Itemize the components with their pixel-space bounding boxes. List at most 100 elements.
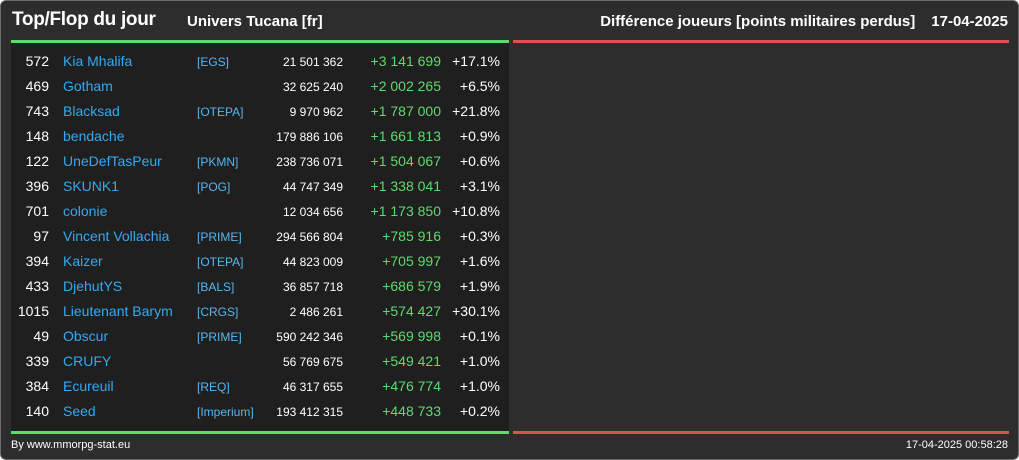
player-name-link[interactable]: Lieutenant Barym (63, 303, 173, 319)
bottom-bar-indicator (11, 431, 509, 434)
top-panel: 572 Kia Mhalifa [EGS] 21 501 362 +3 141 699 +… (11, 40, 509, 434)
player-name-link[interactable]: Kia Mhalifa (63, 53, 133, 69)
top-player-list: 572 Kia Mhalifa [EGS] 21 501 362 +3 141 699 +… (11, 50, 509, 425)
alliance-tag-link[interactable]: [POG] (197, 180, 231, 194)
percent-change: +1.0% (459, 378, 500, 394)
player-row: 140 Seed [Imperium] 193 412 315 +448 733 +0.2… (11, 400, 509, 425)
player-points: 2 486 261 (289, 305, 343, 319)
player-name-link[interactable]: colonie (63, 203, 108, 219)
player-points: 179 886 106 (276, 130, 343, 144)
player-rank: 394 (25, 253, 49, 269)
points-difference: +574 427 (382, 303, 441, 319)
player-name-link[interactable]: Obscur (63, 328, 109, 344)
percent-change: +0.9% (459, 128, 500, 144)
player-points: 56 769 675 (282, 355, 343, 369)
player-rank: 140 (25, 403, 49, 419)
player-name-link[interactable]: Ecureuil (63, 378, 114, 394)
alliance-tag-link[interactable]: [OTEPA] (197, 105, 244, 119)
alliance-tag-link[interactable]: [CRGS] (197, 305, 239, 319)
player-name-link[interactable]: Blacksad (63, 103, 120, 119)
points-difference: +1 338 041 (370, 178, 441, 194)
player-name-link[interactable]: bendache (63, 128, 125, 144)
percent-change: +0.1% (459, 328, 500, 344)
player-name-link[interactable]: Seed (63, 403, 96, 419)
alliance-tag-link[interactable]: [PRIME] (197, 230, 242, 244)
alliance-tag-link[interactable]: [OTEPA] (197, 255, 244, 269)
player-rank: 396 (25, 178, 49, 194)
alliance-tag-link[interactable]: [PKMN] (197, 155, 239, 169)
player-row: 469 Gotham 32 625 240 +2 002 265 +6.5% (11, 75, 509, 100)
top-bar-indicator (11, 40, 509, 43)
alliance-tag-link[interactable]: [BALS] (197, 280, 235, 294)
player-points: 590 242 346 (276, 330, 343, 344)
player-rank: 384 (25, 378, 49, 394)
player-row: 97 Vincent Vollachia [PRIME] 294 566 804 +78… (11, 225, 509, 250)
player-row: 394 Kaizer [OTEPA] 44 823 009 +705 997 +1.6% (11, 250, 509, 275)
alliance-tag-link[interactable]: [EGS] (197, 55, 230, 69)
player-points: 21 501 362 (282, 55, 343, 69)
points-difference: +1 787 000 (370, 103, 441, 119)
percent-change: +3.1% (459, 178, 500, 194)
player-points: 44 747 349 (282, 180, 343, 194)
points-difference: +569 998 (382, 328, 441, 344)
player-rank: 433 (25, 278, 49, 294)
player-points: 44 823 009 (282, 255, 343, 269)
header-date: 17-04-2025 (931, 13, 1008, 30)
player-rank: 122 (25, 153, 49, 169)
player-row: 433 DjehutYS [BALS] 36 857 718 +686 579 +1.9% (11, 275, 509, 300)
player-points: 12 034 656 (282, 205, 343, 219)
points-difference: +476 774 (382, 378, 441, 394)
percent-change: +1.0% (459, 353, 500, 369)
page-title: Top/Flop du jour (12, 9, 156, 30)
alliance-tag-link[interactable]: [Imperium] (197, 405, 254, 419)
player-rank: 97 (33, 228, 49, 244)
percent-change: +0.2% (459, 403, 500, 419)
flop-top-bar-indicator (513, 40, 1009, 43)
points-difference: +686 579 (382, 278, 441, 294)
points-difference: +785 916 (382, 228, 441, 244)
percent-change: +0.6% (459, 153, 500, 169)
flop-panel (513, 40, 1009, 434)
player-row: 122 UneDefTasPeur [PKMN] 238 736 071 +1 504 … (11, 150, 509, 175)
alliance-tag-link[interactable]: [REQ] (197, 380, 230, 394)
footer-credit[interactable]: By www.mmorpg-stat.eu (11, 439, 131, 451)
player-name-link[interactable]: CRUFY (63, 353, 112, 369)
points-difference: +1 661 813 (370, 128, 441, 144)
player-name-link[interactable]: UneDefTasPeur (63, 153, 162, 169)
player-row: 384 Ecureuil [REQ] 46 317 655 +476 774 +1.0% (11, 375, 509, 400)
player-row: 1015 Lieutenant Barym [CRGS] 2 486 261 +574 … (11, 300, 509, 325)
player-row: 743 Blacksad [OTEPA] 9 970 962 +1 787 000 +21… (11, 100, 509, 125)
player-name-link[interactable]: Vincent Vollachia (63, 228, 170, 244)
player-name-link[interactable]: SKUNK1 (63, 178, 120, 194)
player-row: 396 SKUNK1 [POG] 44 747 349 +1 338 041 +3.1% (11, 175, 509, 200)
alliance-tag-link[interactable]: [PRIME] (197, 330, 242, 344)
player-row: 148 bendache 179 886 106 +1 661 813 +0.9% (11, 125, 509, 150)
player-rank: 1015 (17, 303, 49, 319)
metric-label: Différence joueurs [points militaires pe… (600, 13, 916, 30)
player-rank: 572 (25, 53, 49, 69)
player-name-link[interactable]: DjehutYS (63, 278, 123, 294)
points-difference: +1 173 850 (370, 203, 441, 219)
points-difference: +2 002 265 (370, 78, 441, 94)
footer-timestamp: 17-04-2025 00:58:28 (905, 439, 1008, 451)
player-row: 701 colonie 12 034 656 +1 173 850 +10.8% (11, 200, 509, 225)
points-difference: +3 141 699 (370, 53, 441, 69)
player-rank: 49 (33, 328, 49, 344)
player-name-link[interactable]: Gotham (63, 78, 113, 94)
points-difference: +448 733 (382, 403, 441, 419)
player-name-link[interactable]: Kaizer (63, 253, 103, 269)
percent-change: +1.9% (459, 278, 500, 294)
header-right: Différence joueurs [points militaires pe… (600, 13, 1008, 30)
universe-subtitle: Univers Tucana [fr] (187, 13, 323, 30)
player-points: 238 736 071 (276, 155, 343, 169)
points-difference: +1 504 067 (370, 153, 441, 169)
percent-change: +30.1% (452, 303, 500, 319)
flop-bottom-bar-indicator (513, 431, 1009, 434)
percent-change: +21.8% (452, 103, 500, 119)
percent-change: +0.3% (459, 228, 500, 244)
player-rank: 743 (25, 103, 49, 119)
player-rank: 339 (25, 353, 49, 369)
player-points: 36 857 718 (282, 280, 343, 294)
player-points: 32 625 240 (282, 80, 343, 94)
